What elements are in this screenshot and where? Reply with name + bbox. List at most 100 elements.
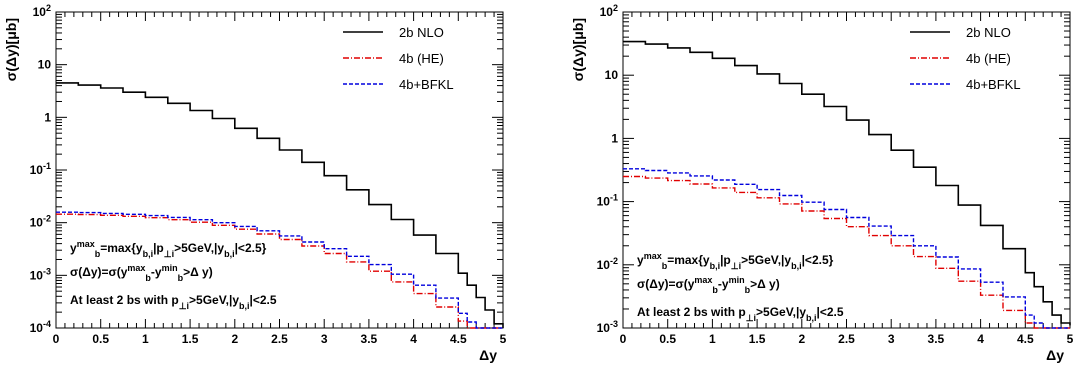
y-tick-exponent: 2 bbox=[613, 3, 618, 13]
annotation-fragment: b,i bbox=[143, 249, 154, 259]
y-tick-label: 10-1 bbox=[597, 193, 618, 209]
annotation-fragment: >5GeV,|y bbox=[756, 305, 806, 319]
x-tick-label: 2.5 bbox=[838, 332, 855, 346]
annotation-fragment: At least 2 bs with p bbox=[70, 293, 179, 307]
y-tick-label: 1 bbox=[611, 131, 618, 145]
annotation-fragment: b,i bbox=[791, 261, 802, 271]
y-tick-label: 102 bbox=[600, 3, 618, 19]
x-tick-label: 4 bbox=[410, 332, 417, 346]
annotation-text: At least 2 bs with p⊥i>5GeV,|yb,i|<2.5 bbox=[70, 293, 277, 311]
y-tick-label: 1 bbox=[44, 110, 51, 124]
x-tick-label: 1 bbox=[142, 332, 149, 346]
y-tick-exponent: -1 bbox=[610, 193, 618, 203]
annotation-fragment: ⊥i bbox=[731, 261, 741, 271]
y-tick-base: 10 bbox=[605, 68, 619, 82]
annotation-fragment: ⊥i bbox=[179, 301, 189, 311]
x-tick-label: 1.5 bbox=[749, 332, 766, 346]
y-tick-exponent: 2 bbox=[46, 3, 51, 13]
annotation-fragment: -y bbox=[718, 277, 729, 291]
x-tick-label: 3 bbox=[888, 332, 895, 346]
y-tick-base: 10 bbox=[597, 258, 611, 272]
y-tick-exponent: -2 bbox=[43, 214, 51, 224]
x-tick-label: 3.5 bbox=[928, 332, 945, 346]
annotation-fragment: |<2.5} bbox=[802, 253, 834, 267]
annotation-fragment: min bbox=[729, 275, 745, 285]
annotation-fragment: =max{y bbox=[100, 241, 143, 255]
y-tick-label: 10 bbox=[605, 68, 619, 82]
y-tick-base: 10 bbox=[38, 58, 52, 72]
annotation-fragment: b bbox=[662, 261, 668, 271]
panel-right: 0 0.5 1 1.5 2 2.5 3 3.5 4 4.5 510210110-110-210-3Δ… bbox=[570, 3, 1074, 363]
series-line-4b-bfkl bbox=[623, 168, 1070, 329]
annotation-fragment: >5GeV,|y bbox=[174, 241, 224, 255]
x-axis-title: Δy bbox=[479, 347, 497, 363]
annotation-fragment: σ(Δy)=σ(y bbox=[70, 265, 128, 279]
y-tick-base: 1 bbox=[611, 131, 618, 145]
y-tick-label: 10-1 bbox=[30, 161, 51, 177]
annotation-fragment: >5GeV,|y bbox=[741, 253, 791, 267]
y-tick-base: 10 bbox=[30, 216, 44, 230]
annotation-fragment: |<2.5} bbox=[235, 241, 267, 255]
y-tick-label: 10-3 bbox=[30, 266, 51, 282]
annotation-fragment: max bbox=[127, 263, 145, 273]
x-tick-label: 0.5 bbox=[92, 332, 109, 346]
annotation-fragment: At least 2 bs with p bbox=[637, 305, 746, 319]
y-tick-base: 10 bbox=[597, 195, 611, 209]
annotation-fragment: >Δ y) bbox=[183, 265, 213, 279]
x-tick-label: 4 bbox=[977, 332, 984, 346]
series-line-2b-nlo bbox=[623, 40, 1071, 326]
y-tick-exponent: -1 bbox=[43, 161, 51, 171]
y-axis-title: σ(Δy)[μb] bbox=[570, 18, 586, 81]
y-tick-base: 10 bbox=[30, 268, 44, 282]
annotation-fragment: ⊥i bbox=[164, 249, 174, 259]
y-tick-label: 102 bbox=[33, 3, 51, 19]
annotation-fragment: |<2.5 bbox=[817, 305, 844, 319]
annotation-fragment: min bbox=[162, 263, 178, 273]
y-tick-exponent: -2 bbox=[610, 256, 618, 266]
legend-label: 4b (HE) bbox=[966, 51, 1011, 66]
annotation-fragment: |<2.5 bbox=[250, 293, 277, 307]
annotation-fragment: b,i bbox=[224, 249, 235, 259]
annotation-fragment: =max{y bbox=[667, 253, 710, 267]
annotation-text: At least 2 bs with p⊥i>5GeV,|yb,i|<2.5 bbox=[637, 305, 844, 323]
x-tick-label: 3.5 bbox=[361, 332, 378, 346]
annotation-fragment: b,i bbox=[710, 261, 721, 271]
x-tick-label: 1.5 bbox=[182, 332, 199, 346]
x-tick-label: 4.5 bbox=[450, 332, 467, 346]
x-axis-title: Δy bbox=[1046, 347, 1064, 363]
annotation-fragment: max bbox=[644, 251, 662, 261]
y-tick-label: 10-4 bbox=[30, 319, 51, 335]
x-tick-label: 5 bbox=[500, 332, 507, 346]
series-line-2b-nlo bbox=[56, 82, 504, 328]
legend-label: 4b+BFKL bbox=[399, 77, 454, 92]
y-tick-exponent: -3 bbox=[43, 266, 51, 276]
y-axis-title: σ(Δy)[μb] bbox=[3, 18, 19, 81]
annotation-fragment: |p bbox=[720, 253, 731, 267]
annotation-fragment: b bbox=[145, 273, 151, 283]
annotation-fragment: b bbox=[745, 285, 751, 295]
x-tick-label: 2 bbox=[798, 332, 805, 346]
legend-label: 4b (HE) bbox=[399, 51, 444, 66]
annotation-fragment: max bbox=[77, 239, 95, 249]
annotation-fragment: max bbox=[694, 275, 712, 285]
x-tick-label: 3 bbox=[321, 332, 328, 346]
annotation-fragment: y bbox=[637, 253, 644, 267]
x-tick-label: 0 bbox=[53, 332, 60, 346]
x-tick-label: 0 bbox=[620, 332, 627, 346]
y-tick-base: 10 bbox=[597, 321, 611, 335]
annotation-text: σ(Δy)=σ(ymaxb-yminb>Δ y) bbox=[70, 263, 213, 283]
x-tick-label: 4.5 bbox=[1017, 332, 1034, 346]
annotation-fragment: b bbox=[178, 273, 184, 283]
annotation-fragment: b,i bbox=[239, 301, 250, 311]
y-tick-label: 10-2 bbox=[597, 256, 618, 272]
annotation-fragment: b,i bbox=[806, 313, 817, 323]
legend-label: 2b NLO bbox=[966, 25, 1011, 40]
annotation-text: ymaxb=max{yb,i|p⊥i>5GeV,|yb,i|<2.5} bbox=[637, 251, 834, 271]
y-tick-base: 10 bbox=[30, 321, 44, 335]
x-tick-label: 2 bbox=[231, 332, 238, 346]
x-tick-label: 5 bbox=[1067, 332, 1074, 346]
y-tick-exponent: -4 bbox=[43, 319, 51, 329]
y-tick-exponent: -3 bbox=[610, 319, 618, 329]
y-tick-label: 10 bbox=[38, 58, 52, 72]
